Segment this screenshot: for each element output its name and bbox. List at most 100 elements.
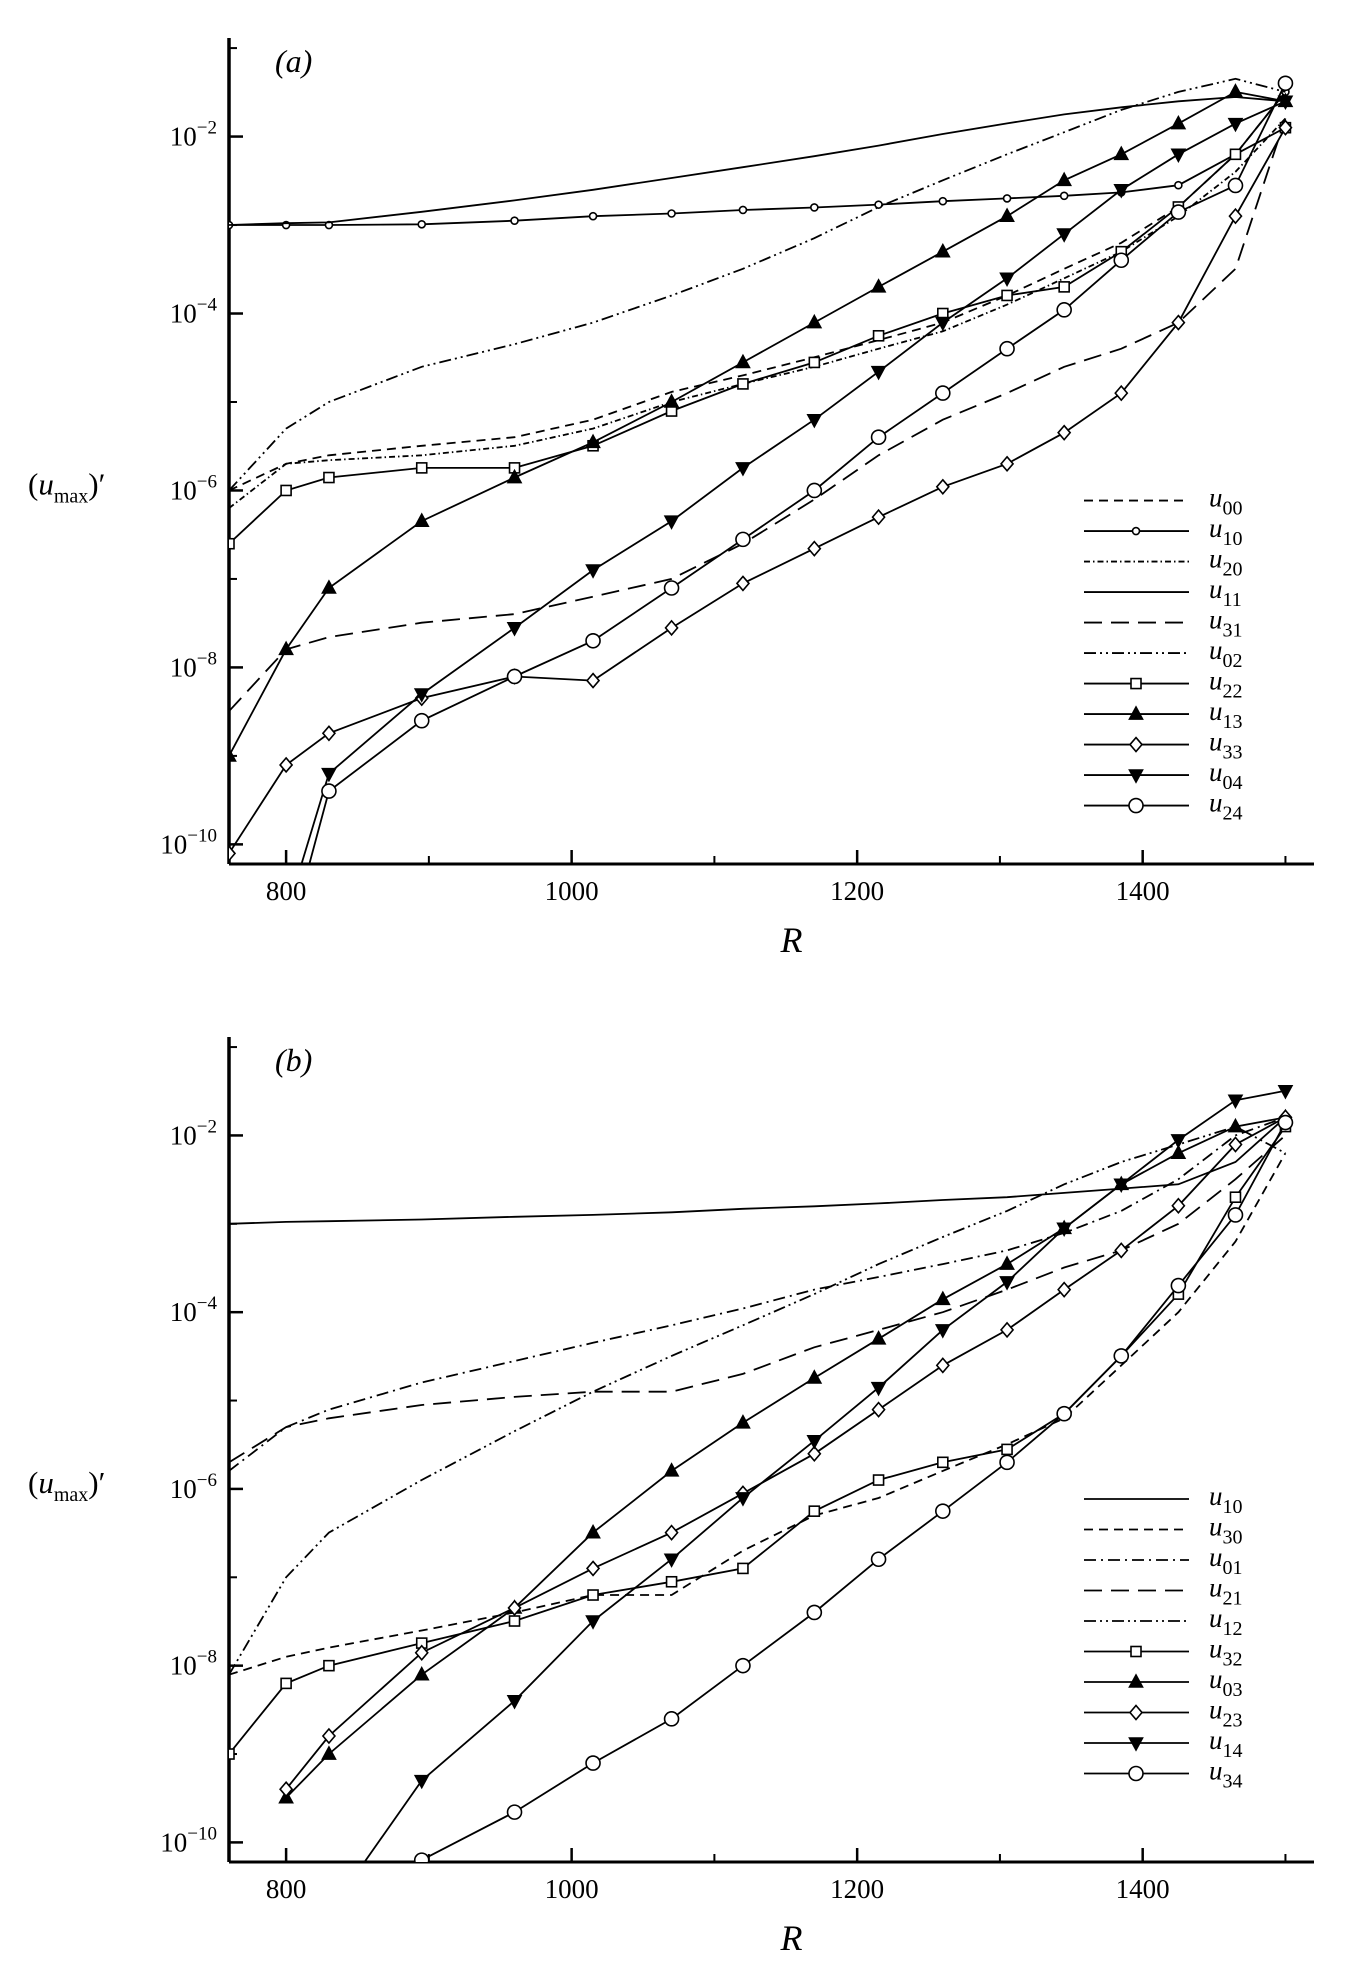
legend-marker (1130, 677, 1142, 690)
data-point (874, 200, 883, 209)
y-tick-label: 10−10 (160, 825, 217, 859)
data-point (806, 482, 823, 499)
data-point (1170, 114, 1187, 130)
legend-label: u12 (1209, 1603, 1243, 1640)
x-tick-label: 800 (266, 1874, 307, 1904)
data-point (1277, 95, 1294, 111)
data-point (737, 378, 749, 390)
series-line (229, 126, 1286, 545)
data-point (1171, 1197, 1186, 1214)
data-point (1174, 180, 1183, 190)
data-point (870, 1381, 887, 1397)
series-line (363, 1089, 1286, 1862)
data-point (585, 564, 601, 579)
data-point (1056, 302, 1072, 318)
legend-marker (1128, 1673, 1144, 1688)
data-point (1170, 204, 1187, 220)
y-tick-label: 10−8 (170, 1647, 217, 1681)
data-point (1114, 384, 1129, 402)
y-tick-label: 10−2 (170, 1116, 217, 1150)
data-point (510, 216, 519, 225)
data-point (1227, 1117, 1244, 1133)
series-line (300, 100, 1286, 864)
data-point (321, 725, 336, 742)
legend-marker (1128, 1737, 1144, 1752)
data-point (663, 515, 680, 530)
data-point (871, 1401, 886, 1418)
series-line (308, 82, 1287, 864)
data-point (934, 1290, 951, 1306)
data-point (280, 484, 292, 497)
legend-label: u20 (1209, 544, 1243, 581)
data-point (1227, 177, 1244, 194)
series-line (229, 1116, 1286, 1225)
data-point (1000, 1321, 1015, 1339)
data-point (585, 1755, 601, 1771)
legend-marker (1128, 1765, 1144, 1782)
data-point (870, 1551, 887, 1568)
data-point (1113, 184, 1130, 199)
data-point (735, 1414, 751, 1429)
data-point (1277, 1114, 1294, 1131)
y-axis-label: (umax)′ (28, 466, 105, 507)
data-point (999, 1276, 1015, 1291)
data-point (506, 668, 523, 685)
series-line (285, 1116, 1286, 1790)
data-point (280, 910, 293, 922)
data-point (413, 712, 430, 729)
data-point (229, 747, 237, 762)
data-point (935, 478, 950, 496)
data-point (229, 537, 235, 550)
series-line (229, 1134, 1286, 1464)
data-point (321, 767, 337, 783)
y-tick-label: 10−10 (160, 1823, 217, 1857)
panel-label: (a) (275, 43, 312, 79)
data-point (1170, 1144, 1187, 1159)
data-point (663, 1711, 680, 1727)
x-tick-label: 1400 (1116, 1874, 1170, 1904)
data-point (280, 1677, 292, 1690)
data-point (806, 1435, 823, 1450)
series-line (229, 1125, 1286, 1676)
data-point (806, 413, 823, 429)
data-point (585, 1615, 601, 1630)
legend-marker (1128, 705, 1144, 720)
data-point (1228, 207, 1243, 225)
data-point (999, 207, 1015, 222)
x-tick-label: 1000 (545, 1874, 599, 1904)
data-point (1228, 1136, 1243, 1153)
data-point (279, 944, 293, 958)
data-point (735, 1657, 751, 1674)
data-point (1002, 194, 1012, 203)
data-point (323, 1659, 335, 1672)
series-line (421, 1122, 1287, 1861)
data-point (806, 313, 823, 329)
legend-label: u14 (1209, 1725, 1243, 1762)
plot-area (229, 75, 1294, 958)
data-point (663, 1462, 680, 1477)
data-point (807, 1445, 822, 1462)
x-tick-label: 1200 (830, 876, 884, 906)
legend-label: u00 (1209, 483, 1243, 520)
data-point (870, 429, 887, 445)
data-point (1113, 1348, 1130, 1364)
legend-marker (1128, 797, 1144, 814)
data-point (1170, 1277, 1187, 1294)
data-point (1057, 1281, 1072, 1298)
data-point (735, 1492, 751, 1507)
legend-label: u13 (1209, 696, 1243, 733)
y-tick-label: 10−4 (170, 295, 218, 329)
legend-label: u11 (1209, 574, 1242, 611)
y-tick-label: 10−6 (170, 1470, 217, 1504)
legend-label: u32 (1209, 1634, 1243, 1671)
data-point (413, 1666, 430, 1681)
data-point (1056, 228, 1073, 243)
legend-label: u03 (1209, 1664, 1243, 1701)
data-point (413, 1852, 430, 1862)
data-point (585, 1560, 601, 1577)
data-point (413, 688, 430, 703)
data-point (414, 1644, 429, 1661)
legend-label: u04 (1209, 757, 1243, 794)
data-point (806, 1604, 823, 1621)
